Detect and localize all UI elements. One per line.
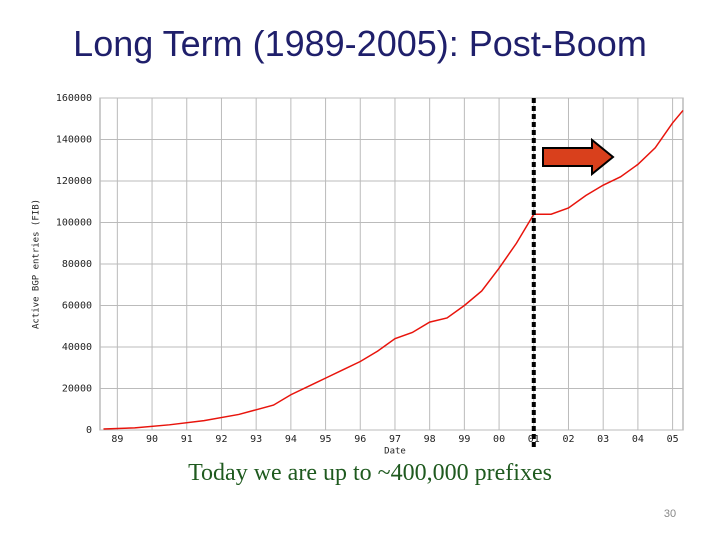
arrow	[542, 137, 615, 177]
x-axis-label: Date	[384, 447, 406, 457]
page-number: 30	[664, 508, 676, 520]
y-tick-label: 80000	[62, 259, 92, 270]
y-tick-label: 40000	[62, 342, 92, 353]
y-tick-label: 100000	[56, 218, 92, 229]
y-axis-label: Active BGP entries (FIB)	[32, 199, 42, 329]
y-tick-label: 60000	[62, 301, 92, 312]
line	[103, 109, 684, 430]
x-tick-label: 97	[389, 434, 401, 445]
x-tick-label: 94	[285, 434, 297, 445]
x-tick-label: 01	[528, 434, 540, 445]
x-tick-label: 93	[250, 434, 262, 445]
slide-title: Long Term (1989-2005): Post-Boom	[73, 23, 647, 64]
x-tick-label: 89	[111, 434, 123, 445]
y-tick-label: 120000	[56, 176, 92, 187]
x-tick-label: 02	[562, 434, 574, 445]
x-tick-label: 98	[424, 434, 436, 445]
x-tick-label: 90	[146, 434, 158, 445]
plot: 0 20000 40000 60000 80000 100000 120000 140000 1…	[56, 93, 684, 450]
x-tick-label: 00	[493, 434, 505, 445]
y-tick-label: 20000	[62, 384, 92, 395]
x-tick-label: 99	[458, 434, 470, 445]
x-tick-label: 92	[215, 434, 227, 445]
y-tick-label: 0	[86, 425, 92, 436]
x-tick-label: 95	[320, 434, 332, 445]
x-tick-label: 91	[181, 434, 193, 445]
x-tick-label: 05	[667, 434, 679, 445]
x-tick-label: 03	[597, 434, 609, 445]
y-tick-label: 140000	[56, 135, 92, 146]
x-tick-label: 04	[632, 434, 644, 445]
caption: Today we are up to ~400,000 prefixes	[188, 460, 552, 486]
x-tick-label: 96	[354, 434, 366, 445]
y-tick-label: 160000	[56, 93, 92, 104]
